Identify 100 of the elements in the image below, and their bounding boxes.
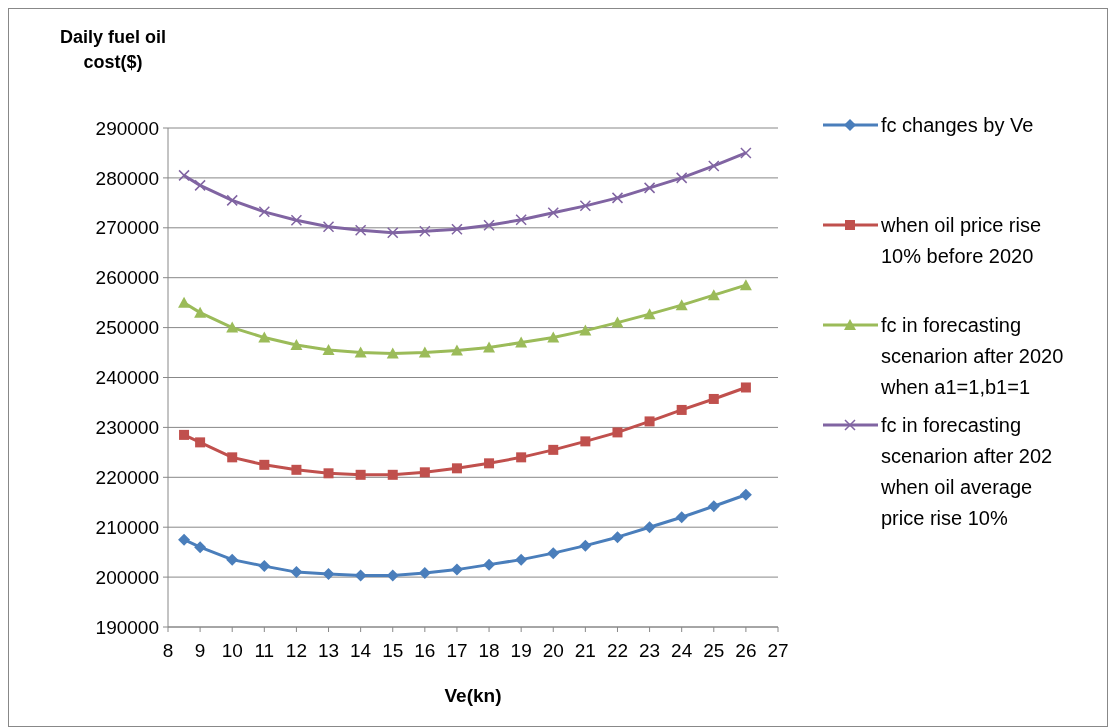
point bbox=[547, 547, 560, 560]
y-tick-label: 290000 bbox=[95, 117, 159, 139]
x-tick-label: 26 bbox=[735, 640, 757, 661]
point bbox=[259, 459, 270, 470]
x-tick-label: 22 bbox=[606, 640, 629, 661]
point bbox=[708, 160, 720, 172]
point bbox=[515, 336, 528, 348]
point bbox=[258, 560, 271, 573]
point bbox=[515, 214, 527, 226]
point bbox=[740, 382, 751, 393]
point bbox=[739, 279, 752, 291]
point bbox=[707, 500, 720, 513]
point bbox=[178, 296, 191, 308]
y-axis-title: Daily fuel oil cost($) bbox=[59, 27, 167, 72]
legend-label: fc changes by Ve bbox=[881, 114, 1034, 136]
point bbox=[547, 207, 560, 219]
point bbox=[419, 225, 431, 238]
y-tick-label: 280000 bbox=[95, 167, 159, 189]
x-tick-label: 23 bbox=[639, 640, 661, 661]
point bbox=[643, 182, 656, 194]
x-tick-label: 19 bbox=[510, 640, 532, 661]
point bbox=[322, 568, 335, 581]
point bbox=[611, 316, 624, 328]
x-tick-label: 25 bbox=[703, 640, 725, 661]
x-tick-label: 16 bbox=[414, 640, 436, 661]
point bbox=[580, 436, 591, 447]
x-tick-label: 15 bbox=[382, 640, 404, 661]
point bbox=[323, 468, 334, 479]
point bbox=[387, 469, 398, 480]
x-tick-label: 18 bbox=[478, 640, 500, 661]
point bbox=[579, 539, 592, 552]
y-tick-label: 230000 bbox=[95, 417, 159, 439]
y-tick-label: 210000 bbox=[95, 516, 159, 538]
point bbox=[483, 219, 495, 232]
point bbox=[451, 223, 463, 236]
point bbox=[258, 331, 271, 343]
point bbox=[178, 169, 190, 182]
point bbox=[355, 469, 366, 480]
point bbox=[450, 344, 463, 356]
x-tick-label: 11 bbox=[254, 640, 275, 661]
point bbox=[194, 541, 207, 554]
point bbox=[354, 224, 367, 237]
x-tick-label: 10 bbox=[221, 640, 243, 661]
y-tick-label: 240000 bbox=[95, 367, 159, 389]
x-tick-label: 14 bbox=[350, 640, 372, 661]
point bbox=[226, 321, 239, 333]
point bbox=[179, 429, 190, 440]
point bbox=[386, 227, 399, 239]
point bbox=[548, 444, 559, 455]
point bbox=[418, 346, 431, 358]
point bbox=[290, 566, 303, 579]
point bbox=[644, 416, 655, 427]
point bbox=[195, 437, 206, 448]
point bbox=[675, 172, 688, 184]
point bbox=[226, 194, 238, 207]
point bbox=[386, 347, 399, 359]
point bbox=[194, 306, 207, 318]
point bbox=[354, 346, 367, 358]
y-tick-label: 260000 bbox=[95, 267, 159, 289]
point bbox=[643, 521, 656, 534]
point bbox=[707, 289, 720, 301]
x-axis-title: Ve(kn) bbox=[444, 685, 502, 706]
legend-label: fc in forecasting scenarion after 202 when oil average price rise 10% bbox=[880, 414, 1053, 529]
point bbox=[291, 464, 302, 475]
x-tick-label: 13 bbox=[317, 640, 340, 661]
point bbox=[227, 452, 238, 463]
point bbox=[708, 393, 719, 404]
point bbox=[451, 463, 462, 474]
point bbox=[450, 563, 463, 576]
point bbox=[675, 299, 688, 311]
x-tick-label: 9 bbox=[194, 640, 206, 661]
point bbox=[322, 221, 335, 233]
x-tick-label: 21 bbox=[574, 640, 596, 661]
point bbox=[178, 533, 191, 546]
x-tick-label: 17 bbox=[446, 640, 468, 661]
point bbox=[643, 308, 656, 320]
x-tick-label: 12 bbox=[285, 640, 307, 661]
point bbox=[226, 553, 239, 566]
point bbox=[611, 531, 624, 544]
y-tick-label: 270000 bbox=[95, 217, 159, 239]
point bbox=[194, 179, 206, 192]
legend-label: when oil price rise 10% before 2020 bbox=[880, 214, 1042, 267]
point bbox=[290, 214, 303, 227]
point bbox=[516, 452, 527, 463]
point bbox=[611, 192, 624, 204]
y-tick-label: 190000 bbox=[95, 616, 159, 638]
x-tick-label: 27 bbox=[767, 640, 789, 661]
point bbox=[579, 200, 592, 212]
x-tick-label: 24 bbox=[671, 640, 693, 661]
point bbox=[322, 344, 335, 356]
y-tick-label: 220000 bbox=[95, 466, 159, 488]
point bbox=[419, 467, 430, 478]
x-tick-label: 8 bbox=[162, 640, 174, 661]
point bbox=[676, 404, 687, 415]
point bbox=[612, 427, 623, 438]
point bbox=[739, 488, 752, 501]
point bbox=[258, 206, 271, 218]
point bbox=[740, 147, 752, 159]
point bbox=[483, 558, 496, 571]
point bbox=[483, 341, 496, 353]
